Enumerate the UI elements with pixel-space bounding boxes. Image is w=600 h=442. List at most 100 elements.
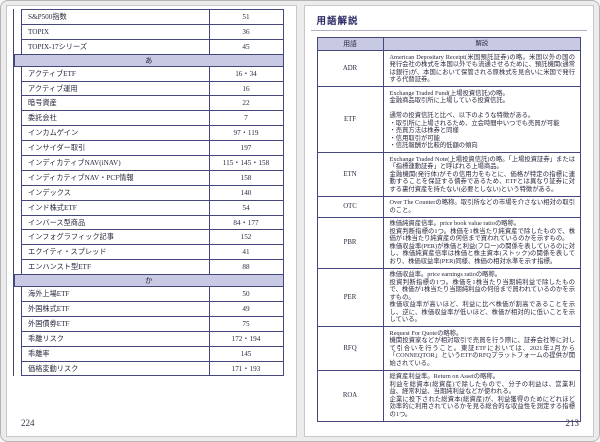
index-page-ref: 171・193 [208,361,283,376]
glossary-term: ETF [318,87,384,152]
index-term: 委託会社 [28,114,57,123]
index-term: アクティブETF [28,69,76,78]
index-term: インディカティブNAV(iNAV) [28,158,121,167]
index-row: 委託会社 7 [21,110,284,127]
glossary-row: PBR 株価純資産倍率。price book value ratioの略称。 投資… [317,216,580,268]
glossary-desc-header: 解説 [475,40,489,47]
glossary-term-header: 用語 [318,38,384,50]
index-term: インディカティブNAV・PCF情報 [28,173,134,182]
index-page-ref: 75 [208,316,283,331]
index-term: S&P500指数 [28,12,67,21]
index-page-ref: 158 [208,170,283,185]
index-term: TOPIX-17シリーズ [28,42,88,51]
index-page-ref: 54 [208,200,283,215]
index-term: 乖離率 [28,349,50,358]
index-term: インド株式ETF [28,203,77,212]
index-page-ref: 197 [208,141,283,156]
glossary-term: ROA [318,370,384,421]
index-term: インサイダー取引 [28,144,86,153]
glossary-row: RFQ Request For Quoteの略称。 機関投資家などが相対取引で売買… [317,326,580,370]
index-term: TOPIX [28,27,50,36]
glossary-row: PER 株価収益率。price earnings ratioの略称。 投資判断指標… [317,267,580,326]
index-page-ref: 84・177 [208,215,283,230]
index-row: 外国債券ETF 75 [21,315,284,332]
glossary-term: ETN [318,153,384,196]
index-term: 価格変動リスク [28,364,79,373]
index-term: 乖離リスク [28,334,64,343]
title-rule [310,30,587,31]
index-term: 外国株式ETF [28,304,70,313]
glossary-term: RFQ [318,327,384,370]
index-page-ref: 152 [208,230,283,245]
glossary-row: OTC Over The Counterの略称。取引所などの市場を介さない相対の取… [317,195,580,217]
index-term: アクティブ運用 [28,84,78,93]
glossary-row: ETN Exchange Traded Note(上場投資信託)の略。「上場投資証… [317,152,580,196]
index-page-ref: 115・145・158 [208,156,283,170]
index-term: 暗号資産 [28,99,57,108]
index-row: インデックス 140 [21,184,284,201]
index-page-ref: 49 [208,302,283,316]
index-page-ref: 50 [208,287,283,302]
glossary-header-row: 用語 解説 [317,38,580,50]
glossary-description: 総資産利益率。Return on Assetの略称。 利益を総資本(総資産)で除… [389,373,576,418]
index-row: TOPIX 36 [21,23,284,40]
index-page-ref: 16・34 [208,66,283,81]
index-row: インカムゲイン 97・119 [21,125,284,142]
glossary-term: PER [318,268,384,326]
index-term: エクイティ・スプレッド [28,248,107,257]
glossary-page: 用語解説 用語 解説 ADR American Depositary Receip… [303,5,594,437]
index-term: インバース型商品 [28,218,86,227]
index-section-band: あ [14,53,284,67]
index-term: 外国債券ETF [28,319,70,328]
index-row: インド株式ETF 54 [21,199,284,216]
index-page-ref: 45 [208,39,283,54]
right-page-number: 213 [565,418,580,428]
glossary-description: 株価収益率。price earnings ratioの略称。 投資判断指標の1つ… [389,271,576,323]
index-row: 乖離率 145 [21,345,284,362]
glossary-description: Exchange Traded Note(上場投資信託)の略。「上場投資証券」ま… [389,155,576,193]
glossary-row: ADR American Depositary Receipt(米国預託証券)の略… [317,50,580,86]
glossary-title: 用語解説 [316,17,359,27]
index-page-ref: 7 [208,111,283,126]
index-row: 乖離リスク 172・194 [21,330,284,347]
glossary-term: ADR [318,51,384,86]
index-page-ref: 97・119 [208,126,283,141]
glossary-description: American Depositary Receipt(米国預託証券)の略。米国… [389,53,576,84]
glossary-description: Request For Quoteの略称。 機関投資家などが相対取引で売買を行う… [389,329,576,367]
index-row: エクイティ・スプレッド 41 [21,244,284,261]
index-row: インディカティブNAV・PCF情報 158 [21,169,284,186]
index-page-ref: 145 [208,346,283,361]
glossary-term: OTC [318,196,384,217]
index-page-ref: 88 [208,260,283,275]
index-row: TOPIX-17シリーズ 45 [21,38,284,55]
index-page: S&P500指数 51 TOPIX 36 TOPIX-17シリーズ 45 あアクティブETF… [6,5,297,437]
glossary-row: ROA 総資産利益率。Return on Assetの略称。 利益を総資本(総資産… [317,369,580,421]
index-term: 海外上場ETF [28,290,70,299]
index-row: アクティブ運用 16 [21,80,284,97]
index-row: インバース型商品 84・177 [21,214,284,231]
index-page-ref: 51 [208,10,283,24]
index-row: 外国株式ETF 49 [21,301,284,317]
index-row: インディカティブNAV(iNAV) 115・145・158 [21,155,284,171]
index-page-ref: 41 [208,245,283,260]
glossary-term: PBR [318,217,384,268]
index-term: インフォグラフィック記事 [28,233,114,242]
index-row: インサイダー取引 197 [21,140,284,157]
index-row: 価格変動リスク 171・193 [21,360,284,377]
index-page-ref: 16 [208,81,283,96]
left-page-number: 224 [21,418,35,428]
index-term: インカムゲイン [28,129,79,138]
glossary-table: 用語 解説 ADR American Depositary Receipt(米国預… [316,37,581,422]
index-table: S&P500指数 51 TOPIX 36 TOPIX-17シリーズ 45 あアクティブETF… [13,9,284,377]
index-row: 暗号資産 22 [21,95,284,112]
index-row: インフォグラフィック記事 152 [21,229,284,246]
glossary-description: Exchange Traded Fund(上場投資信託)の略。 金融商品取引所に… [389,89,560,150]
index-row: 海外上場ETF 50 [21,286,284,303]
index-term: インデックス [28,188,71,197]
glossary-description: Over The Counterの略称。取引所などの市場を介さない相対の取引のこ… [389,199,576,214]
index-page-ref: 36 [208,24,283,39]
index-page-ref: 22 [208,96,283,111]
index-row: S&P500指数 51 [21,9,284,25]
glossary-description: 株価純資産倍率。price book value ratioの略称。 投資判断指… [389,220,576,265]
